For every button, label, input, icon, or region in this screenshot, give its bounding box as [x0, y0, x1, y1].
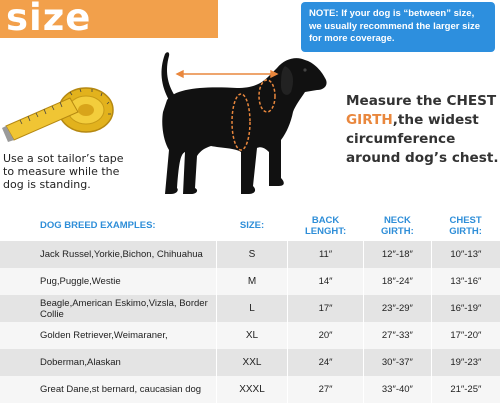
back-length-cell: 14″ [286, 268, 364, 295]
measure-text-end: ,the widest circumference around dog’s c… [346, 112, 499, 166]
table-row: Pug,Puggle,Westie M 14″ 18″-24″ 13″-16″ [0, 268, 500, 295]
size-cell: L [216, 295, 288, 322]
table-header-row: DOG BREED EXAMPLES: SIZE: BACK LENGHT: N… [0, 210, 500, 241]
chest-girth-cell: 13″-16″ [430, 268, 500, 295]
header-neck-girth: NECK GIRTH: [363, 210, 432, 241]
breed-cell: Golden Retriever,Weimaraner, [0, 322, 217, 349]
back-length-cell: 24″ [286, 349, 364, 376]
size-cell: XL [216, 322, 288, 349]
size-table: DOG BREED EXAMPLES: SIZE: BACK LENGHT: N… [0, 210, 500, 403]
header-chest-girth: CHEST GIRTH: [431, 210, 500, 241]
page-title: size chart [6, 0, 121, 83]
chest-girth-cell: 19″-23″ [430, 349, 500, 376]
tape-caption: Use a sot tailor’s tape to measure while… [3, 152, 124, 191]
breed-cell: Great Dane,st bernard, caucasian dog [0, 376, 217, 403]
table-row: Doberman,Alaskan XXL 24″ 30″-37″ 19″-23″ [0, 349, 500, 376]
breed-cell: Pug,Puggle,Westie [0, 268, 217, 295]
chest-girth-cell: 17″-20″ [430, 322, 500, 349]
breed-cell: Doberman,Alaskan [0, 349, 217, 376]
size-cell: M [216, 268, 288, 295]
neck-girth-cell: 30″-37″ [363, 349, 432, 376]
chest-girth-cell: 10″-13″ [430, 241, 500, 268]
header-size: SIZE: [216, 210, 288, 241]
back-length-cell: 11″ [286, 241, 364, 268]
dog-silhouette-icon [161, 52, 327, 194]
back-length-cell: 20″ [286, 322, 364, 349]
breed-cell: Beagle,American Eskimo,Vizsla, Border Co… [0, 295, 217, 322]
table-row: Jack Russel,Yorkie,Bichon, Chihuahua S 1… [0, 241, 500, 268]
table-row: Beagle,American Eskimo,Vizsla, Border Co… [0, 295, 500, 322]
chest-girth-cell: 21″-25″ [430, 376, 500, 403]
measure-text-start: Measure the CHEST [346, 93, 497, 109]
neck-girth-cell: 18″-24″ [363, 268, 432, 295]
neck-girth-cell: 12″-18″ [363, 241, 432, 268]
neck-girth-cell: 33″-40″ [363, 376, 432, 403]
size-cell: XXXL [216, 376, 288, 403]
chest-girth-instruction: Measure the CHEST GIRTH,the widest circu… [346, 92, 500, 168]
measure-text-accent: GIRTH [346, 112, 393, 128]
neck-girth-cell: 23″-29″ [363, 295, 432, 322]
breed-cell: Jack Russel,Yorkie,Bichon, Chihuahua [0, 241, 217, 268]
chest-girth-cell: 16″-19″ [430, 295, 500, 322]
back-length-cell: 27″ [286, 376, 364, 403]
size-cell: S [216, 241, 288, 268]
size-cell: XXL [216, 349, 288, 376]
sizing-note: NOTE: If your dog is “between” size, we … [301, 2, 495, 52]
header-back-length: BACK LENGHT: [287, 210, 364, 241]
back-length-cell: 17″ [286, 295, 364, 322]
title-banner: size chart [0, 0, 218, 83]
table-row: Great Dane,st bernard, caucasian dog XXX… [0, 376, 500, 403]
tape-measure-icon [2, 87, 114, 142]
table-row: Golden Retriever,Weimaraner, XL 20″ 27″-… [0, 322, 500, 349]
neck-girth-cell: 27″-33″ [363, 322, 432, 349]
header-breed: DOG BREED EXAMPLES: [0, 210, 217, 241]
